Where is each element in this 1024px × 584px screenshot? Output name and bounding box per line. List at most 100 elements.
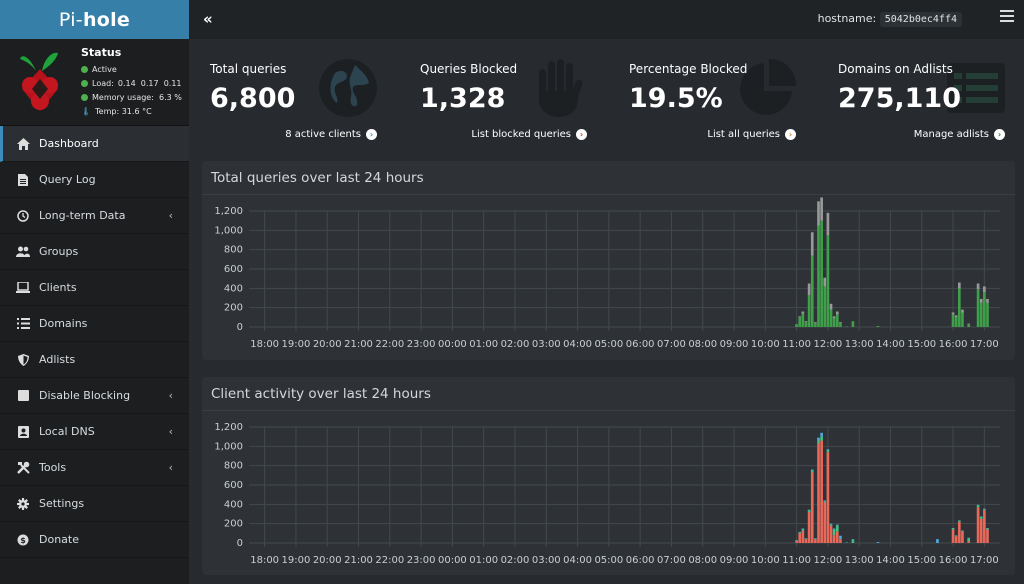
bar-segment[interactable] — [826, 450, 830, 453]
bar-segment[interactable] — [804, 538, 808, 539]
bar-segment[interactable] — [817, 443, 820, 543]
bar-segment[interactable] — [807, 509, 811, 511]
bar-segment[interactable] — [826, 212, 830, 236]
bar-segment[interactable] — [807, 295, 811, 327]
bar-segment[interactable] — [954, 317, 958, 327]
sidebar-toggle-button[interactable]: « — [203, 10, 213, 28]
bar-segment[interactable] — [810, 472, 814, 543]
bar-segment[interactable] — [810, 255, 814, 327]
sidebar-item-local-dns[interactable]: Local DNS ‹ — [0, 414, 189, 450]
bar-segment[interactable] — [820, 440, 823, 543]
total-queries-chart[interactable]: 0 200 400 600 800 1,000 1,200 18:00 19:00 20:00 21… — [202, 161, 1015, 360]
bar-segment[interactable] — [839, 322, 842, 324]
bar-segment[interactable] — [954, 536, 958, 543]
bar-segment[interactable] — [810, 469, 814, 471]
bar-segment[interactable] — [957, 520, 961, 521]
bar-segment[interactable] — [814, 322, 817, 324]
bar-segment[interactable] — [804, 322, 808, 327]
bar-segment[interactable] — [826, 449, 830, 451]
bar-segment[interactable] — [954, 535, 958, 537]
bar-segment[interactable] — [804, 321, 808, 323]
bar-segment[interactable] — [876, 326, 880, 327]
bar-segment[interactable] — [961, 531, 964, 543]
bar-segment[interactable] — [807, 283, 811, 296]
bar-segment[interactable] — [807, 512, 811, 543]
sidebar-item-tools[interactable]: Tools ‹ — [0, 450, 189, 486]
bar-segment[interactable] — [804, 538, 808, 540]
bar-segment[interactable] — [795, 324, 798, 327]
bar-segment[interactable] — [804, 539, 808, 543]
bar-segment[interactable] — [967, 537, 971, 539]
bar-segment[interactable] — [957, 288, 961, 327]
bar-segment[interactable] — [798, 316, 802, 318]
brand-logo[interactable]: Pi-hole — [0, 0, 189, 39]
bar-segment[interactable] — [976, 505, 980, 508]
bar-segment[interactable] — [826, 235, 830, 327]
sidebar-item-clients[interactable]: Clients — [0, 270, 189, 306]
list-all-queries-link[interactable]: List all queries › — [707, 129, 796, 140]
bar-segment[interactable] — [810, 470, 814, 473]
bar-segment[interactable] — [829, 525, 833, 543]
client-activity-chart[interactable]: 0 200 400 600 800 1,000 1,200 18:00 19:00 20:00 21… — [202, 377, 1015, 575]
bar-segment[interactable] — [810, 232, 814, 256]
bar-segment[interactable] — [814, 539, 817, 543]
bar-segment[interactable] — [835, 524, 839, 526]
sidebar-item-domains[interactable]: Domains — [0, 306, 189, 342]
bar-segment[interactable] — [801, 529, 805, 531]
bar-segment[interactable] — [839, 323, 842, 327]
sidebar-item-disable-blocking[interactable]: Disable Blocking ‹ — [0, 378, 189, 414]
bar-segment[interactable] — [817, 201, 820, 226]
bar-segment[interactable] — [951, 528, 955, 530]
bar-segment[interactable] — [957, 520, 961, 522]
bar-segment[interactable] — [936, 539, 939, 543]
bar-segment[interactable] — [835, 311, 839, 315]
bar-segment[interactable] — [979, 298, 983, 303]
bar-segment[interactable] — [829, 524, 833, 526]
bar-segment[interactable] — [835, 531, 839, 543]
bar-segment[interactable] — [876, 542, 880, 543]
bar-segment[interactable] — [817, 440, 820, 444]
bar-segment[interactable] — [826, 452, 830, 543]
bar-segment[interactable] — [839, 538, 842, 540]
bar-segment[interactable] — [835, 525, 839, 532]
bar-segment[interactable] — [961, 530, 964, 531]
bar-segment[interactable] — [961, 312, 964, 328]
list-blocked-queries-link[interactable]: List blocked queries › — [471, 129, 587, 140]
bar-segment[interactable] — [814, 538, 817, 540]
bar-segment[interactable] — [954, 535, 958, 536]
bar-segment[interactable] — [820, 197, 823, 221]
bar-segment[interactable] — [986, 528, 989, 529]
bar-segment[interactable] — [986, 302, 989, 327]
bar-segment[interactable] — [851, 321, 855, 327]
bar-segment[interactable] — [976, 289, 980, 327]
sidebar-item-dashboard[interactable]: Dashboard — [0, 126, 189, 162]
bar-segment[interactable] — [807, 510, 811, 513]
bar-segment[interactable] — [979, 518, 983, 543]
bar-segment[interactable] — [795, 540, 798, 541]
sidebar-item-query-log[interactable]: Query Log — [0, 162, 189, 198]
bar-segment[interactable] — [823, 286, 827, 327]
bar-segment[interactable] — [820, 220, 823, 327]
bar-segment[interactable] — [801, 311, 805, 314]
bar-segment[interactable] — [832, 529, 836, 536]
bar-segment[interactable] — [832, 528, 836, 530]
manage-adlists-link[interactable]: Manage adlists › — [914, 129, 1005, 140]
bar-segment[interactable] — [967, 324, 971, 327]
bar-segment[interactable] — [835, 314, 839, 327]
bar-segment[interactable] — [820, 432, 823, 437]
bar-segment[interactable] — [845, 326, 849, 328]
sidebar-item-donate[interactable]: $ Donate — [0, 522, 189, 558]
bar-segment[interactable] — [967, 541, 971, 543]
hamburger-menu-icon[interactable] — [1000, 10, 1014, 25]
bar-segment[interactable] — [814, 323, 817, 327]
bar-segment[interactable] — [798, 531, 802, 533]
bar-segment[interactable] — [817, 225, 820, 328]
bar-segment[interactable] — [832, 316, 836, 319]
bar-segment[interactable] — [979, 516, 983, 517]
bar-segment[interactable] — [839, 539, 842, 543]
bar-segment[interactable] — [983, 509, 986, 511]
bar-segment[interactable] — [957, 521, 961, 543]
bar-segment[interactable] — [823, 277, 827, 287]
bar-segment[interactable] — [798, 532, 802, 534]
bar-segment[interactable] — [986, 298, 989, 303]
